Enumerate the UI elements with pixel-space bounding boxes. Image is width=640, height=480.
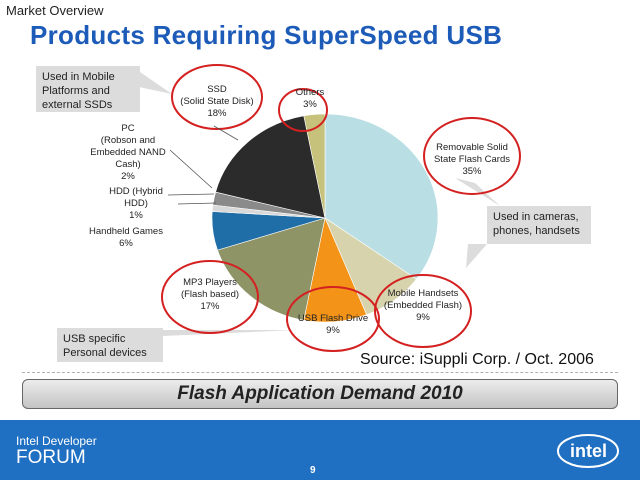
callout-line: external SSDs: [42, 99, 113, 111]
slice-label: MP3 Players (Flash based) 17%: [181, 277, 239, 312]
pie-slice: [217, 217, 326, 321]
source-note: Source: iSuppli Corp. / Oct. 2006: [360, 351, 594, 368]
divider: [22, 372, 618, 373]
slice-label-line: 3%: [303, 99, 317, 110]
highlight-ellipse: [423, 117, 521, 195]
idf-logo-line2: FORUM: [16, 447, 86, 468]
banner-caption: Flash Application Demand 2010: [22, 379, 618, 409]
slice-label-line: 35%: [462, 166, 482, 177]
eyebrow-label: Market Overview: [6, 3, 104, 18]
slice-label-line: 9%: [416, 312, 430, 323]
slice-label: Mobile Handsets (Embedded Flash) 9%: [384, 288, 462, 323]
leader-line: [169, 149, 213, 189]
slice-label-line: HDD (Hybrid: [109, 186, 163, 197]
pie-slice: [324, 113, 439, 280]
slice-label-line: State Flash Cards: [434, 154, 510, 165]
footer-bar: [0, 420, 640, 480]
callout-usb-specific: USB specific Personal devices: [57, 328, 163, 362]
slice-label: HDD (Hybrid HDD) 1%: [109, 186, 163, 221]
page-title: Products Requiring SuperSpeed USB: [30, 20, 503, 50]
slice-label: USB Flash Drive 9%: [298, 313, 368, 336]
slice-label-line: (Solid State Disk): [180, 96, 253, 107]
slice-label-line: SSD: [207, 84, 227, 95]
page-number: 9: [310, 465, 316, 476]
slice-label-line: 18%: [207, 108, 227, 119]
callout-line: USB specific: [63, 333, 126, 345]
slice-label-line: Mobile Handsets: [388, 288, 459, 299]
slice-label-line: 1%: [129, 210, 143, 221]
intel-logo-icon: [557, 434, 619, 468]
callout-line: phones, handsets: [493, 225, 580, 237]
highlight-ellipse: [161, 260, 259, 334]
slice-label-line: MP3 Players: [183, 277, 237, 288]
slice-label-line: 6%: [119, 238, 133, 249]
callout-line: Used in Mobile: [42, 71, 115, 83]
leader-line: [167, 193, 215, 196]
slice-label-line: 2%: [121, 171, 135, 182]
slice-label-line: Handheld Games: [89, 226, 163, 237]
pie-slice: [215, 115, 326, 219]
slice-label-line: PC: [121, 123, 134, 134]
highlight-ellipse: [171, 64, 263, 130]
pie-chart: Removable Solid State Flash Cards 35% Mobil…: [89, 64, 521, 352]
highlight-ellipse: [278, 88, 328, 132]
highlight-ellipse: [286, 286, 380, 352]
slice-label: Others 3%: [296, 87, 325, 110]
slice-label-line: Others: [296, 87, 325, 98]
slice-label-line: (Robson and: [101, 135, 155, 146]
callout-line: Platforms and: [42, 85, 110, 97]
pie-slice: [303, 113, 326, 219]
slice-label: PC (Robson and Embedded NAND Cash) 2%: [90, 123, 166, 182]
idf-logo-line1: Intel Developer: [16, 434, 97, 448]
callout-line: Used in cameras,: [493, 211, 579, 223]
leader-line: [213, 125, 239, 141]
leader-line: [177, 202, 217, 205]
intel-logo-text: intel: [570, 441, 608, 461]
slice-label-line: (Flash based): [181, 289, 239, 300]
callout-line: Personal devices: [63, 347, 147, 359]
slice-label: Removable Solid State Flash Cards 35%: [434, 142, 510, 177]
slice-label: Handheld Games 6%: [89, 226, 163, 249]
callout-pointer: [455, 178, 500, 206]
slice-label-line: USB Flash Drive: [298, 313, 368, 324]
callout-pointer: [466, 244, 487, 268]
slice-label-line: Cash): [115, 159, 140, 170]
highlight-ellipse: [374, 274, 472, 348]
callout-cameras: Used in cameras, phones, handsets: [487, 206, 591, 244]
slice-label-line: Embedded NAND: [90, 147, 166, 158]
slice-label-line: Removable Solid: [436, 142, 508, 153]
slice-label-line: 17%: [200, 301, 220, 312]
slice-label: SSD (Solid State Disk) 18%: [180, 84, 253, 119]
slice-label-line: HDD): [124, 198, 148, 209]
slice-label-line: (Embedded Flash): [384, 300, 462, 311]
callout-mobile-platforms: Used in Mobile Platforms and external SS…: [36, 66, 140, 112]
slice-label-line: 9%: [326, 325, 340, 336]
